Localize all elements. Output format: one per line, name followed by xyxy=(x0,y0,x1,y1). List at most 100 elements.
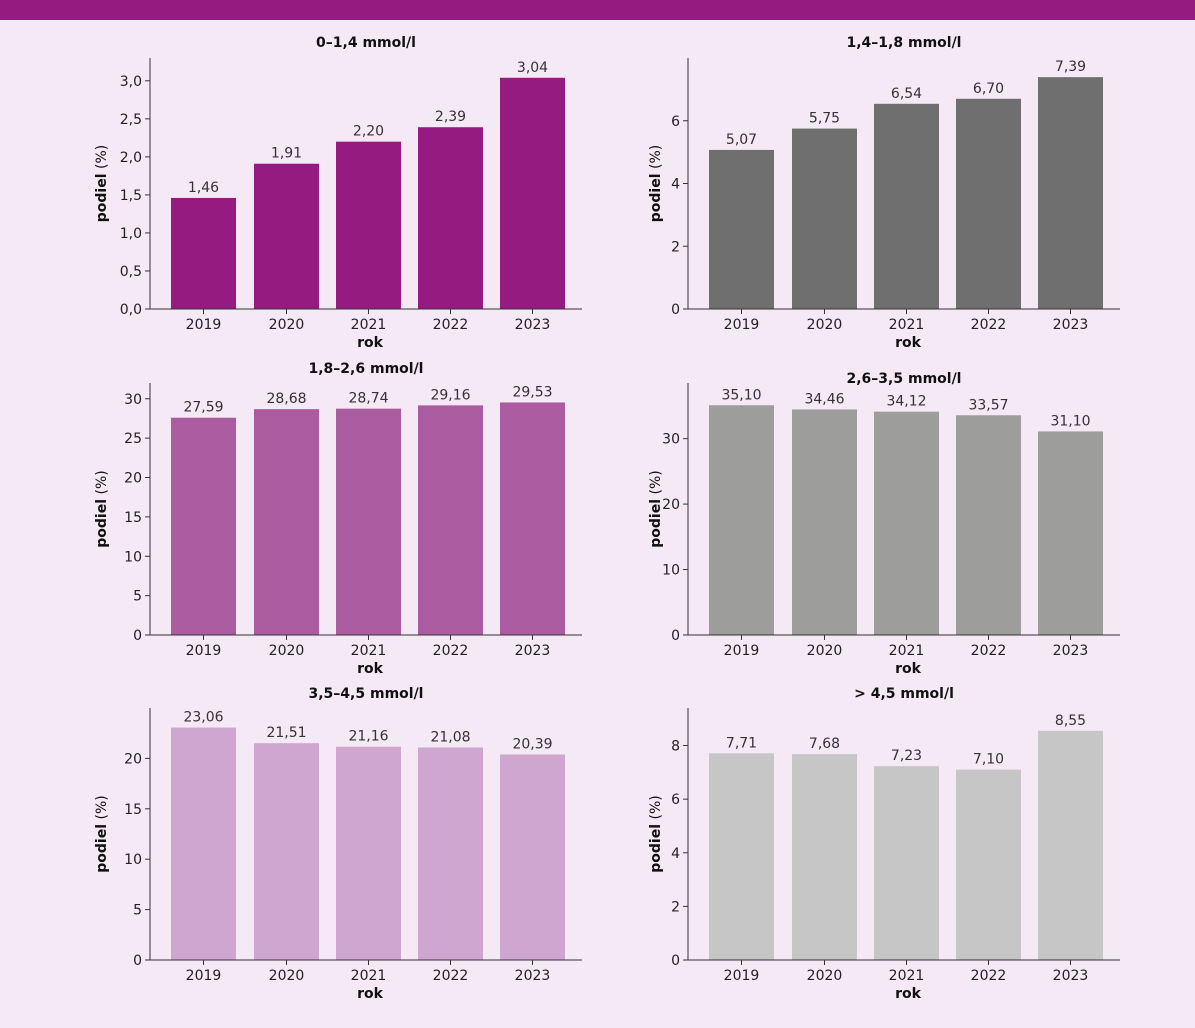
x-tick-label-2022: 2022 xyxy=(433,968,469,984)
y-tick-label: 5 xyxy=(133,903,142,919)
y-tick-label: 1,0 xyxy=(120,226,142,242)
value-label-2021: 21,16 xyxy=(348,729,388,745)
value-label-2022: 21,08 xyxy=(430,730,470,746)
y-axis-label: podiel (%) xyxy=(648,470,664,547)
x-tick-label-2023: 2023 xyxy=(1053,317,1089,333)
y-tick-label: 25 xyxy=(124,431,142,447)
value-label-2023: 31,10 xyxy=(1050,413,1090,429)
x-tick-label-2019: 2019 xyxy=(724,968,760,984)
y-tick-label: 10 xyxy=(662,563,680,579)
value-label-2021: 34,12 xyxy=(886,394,926,410)
x-tick-label-2019: 2019 xyxy=(186,643,222,659)
y-axis-label: podiel (%) xyxy=(94,795,110,872)
x-tick-label-2023: 2023 xyxy=(515,317,551,333)
bar-2021 xyxy=(336,746,401,960)
value-label-2021: 28,74 xyxy=(348,391,388,407)
y-axis-label-main: podiel xyxy=(648,173,664,222)
chart-panel-5: 3,5–4,5 mmol/l 23,06 21,51 21,16 21,08 20,39 0… xyxy=(94,686,582,1002)
y-tick-label: 1,5 xyxy=(120,188,142,204)
y-tick-label: 0 xyxy=(133,628,142,644)
chart-panel-6: > 4,5 mmol/l 7,71 7,68 7,23 7,10 8,55 0 2 4 6 8 201… xyxy=(648,686,1120,1002)
x-axis-label: rok xyxy=(357,335,384,351)
x-tick-label-2020: 2020 xyxy=(807,317,843,333)
y-axis-label: podiel (%) xyxy=(94,470,110,547)
y-axis-label-main: podiel xyxy=(648,499,664,548)
value-label-2019: 35,10 xyxy=(721,387,761,403)
value-label-2023: 3,04 xyxy=(517,60,548,76)
y-axis-label: podiel (%) xyxy=(648,795,664,872)
bar-2019 xyxy=(709,753,774,960)
y-tick-label: 0 xyxy=(671,302,680,318)
value-label-2019: 7,71 xyxy=(726,735,757,751)
y-axis-label-main: podiel xyxy=(648,824,664,873)
value-label-2020: 7,68 xyxy=(809,736,840,752)
y-tick-label: 5 xyxy=(133,589,142,605)
chart-title: 1,4–1,8 mmol/l xyxy=(847,35,962,51)
x-tick-label-2022: 2022 xyxy=(971,643,1007,659)
y-tick-label: 10 xyxy=(124,549,142,565)
y-axis-label-unit: (%) xyxy=(648,795,664,824)
bar-2020 xyxy=(254,409,319,635)
x-axis-label: rok xyxy=(895,986,922,1002)
y-tick-label: 0 xyxy=(671,953,680,969)
x-tick-label-2023: 2023 xyxy=(1053,643,1089,659)
chart-panel-3: 1,8–2,6 mmol/l 27,59 28,68 28,74 29,16 29,53 0… xyxy=(94,361,582,677)
x-tick-label-2021: 2021 xyxy=(351,317,387,333)
bar-2023 xyxy=(500,77,565,309)
y-axis-label-main: podiel xyxy=(94,173,110,222)
value-label-2023: 8,55 xyxy=(1055,713,1086,729)
x-axis-label: rok xyxy=(895,661,922,677)
bar-2023 xyxy=(1038,77,1103,309)
x-tick-label-2022: 2022 xyxy=(433,643,469,659)
x-tick-label-2021: 2021 xyxy=(351,643,387,659)
chart-title: > 4,5 mmol/l xyxy=(854,686,954,702)
x-tick-label-2022: 2022 xyxy=(971,968,1007,984)
y-axis-label: podiel (%) xyxy=(94,145,110,222)
value-label-2022: 7,10 xyxy=(973,752,1004,768)
value-label-2019: 23,06 xyxy=(183,710,223,726)
bar-2021 xyxy=(874,766,939,960)
x-tick-label-2023: 2023 xyxy=(515,968,551,984)
y-axis-label-unit: (%) xyxy=(648,145,664,174)
bar-2022 xyxy=(418,405,483,635)
x-tick-label-2021: 2021 xyxy=(889,643,925,659)
x-axis-label: rok xyxy=(895,335,922,351)
bar-2020 xyxy=(792,754,857,960)
x-tick-label-2023: 2023 xyxy=(515,643,551,659)
y-tick-label: 8 xyxy=(671,739,680,755)
top-accent-bar xyxy=(0,0,1195,20)
value-label-2021: 6,54 xyxy=(891,86,922,102)
bar-2022 xyxy=(956,98,1021,309)
chart-title: 2,6–3,5 mmol/l xyxy=(847,371,962,387)
y-tick-label: 2,5 xyxy=(120,112,142,128)
bar-2019 xyxy=(709,149,774,309)
x-axis-label: rok xyxy=(357,986,384,1002)
y-tick-label: 2,0 xyxy=(120,150,142,166)
y-tick-label: 20 xyxy=(662,497,680,513)
bar-2019 xyxy=(709,405,774,635)
bar-2022 xyxy=(418,127,483,309)
x-tick-label-2022: 2022 xyxy=(433,317,469,333)
value-label-2019: 5,07 xyxy=(726,132,757,148)
y-tick-label: 6 xyxy=(671,792,680,808)
x-tick-label-2020: 2020 xyxy=(269,968,305,984)
x-tick-label-2021: 2021 xyxy=(889,317,925,333)
x-tick-label-2023: 2023 xyxy=(1053,968,1089,984)
x-tick-label-2020: 2020 xyxy=(269,643,305,659)
bar-2020 xyxy=(792,409,857,635)
bar-2020 xyxy=(254,743,319,960)
chart-title: 0–1,4 mmol/l xyxy=(316,35,416,51)
bar-2022 xyxy=(956,415,1021,635)
y-tick-label: 6 xyxy=(671,114,680,130)
x-tick-label-2019: 2019 xyxy=(724,643,760,659)
value-label-2023: 7,39 xyxy=(1055,59,1086,75)
x-tick-label-2020: 2020 xyxy=(269,317,305,333)
x-tick-label-2019: 2019 xyxy=(724,317,760,333)
x-tick-label-2020: 2020 xyxy=(807,643,843,659)
bar-2021 xyxy=(874,411,939,635)
y-tick-label: 30 xyxy=(124,392,142,408)
bar-2020 xyxy=(254,163,319,309)
value-label-2020: 1,91 xyxy=(271,146,302,162)
y-tick-label: 3,0 xyxy=(120,74,142,90)
y-axis-label: podiel (%) xyxy=(648,145,664,222)
